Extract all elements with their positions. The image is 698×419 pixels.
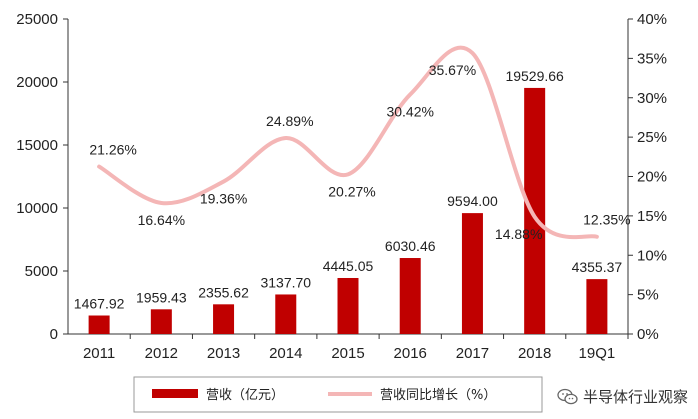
legend-bar-swatch [152,389,198,398]
right-axis-tick-label: 35% [637,50,667,67]
legend-line-label: 营收同比增长（%） [380,388,496,403]
left-axis-tick-label: 5000 [25,263,58,280]
right-axis-tick-label: 25% [637,129,667,146]
watermark-text: 半导体行业观察 [582,388,688,406]
bar-value-label: 6030.46 [385,238,436,254]
right-axis-tick-label: 40% [637,11,667,28]
growth-value-label: 24.89% [266,113,313,129]
x-axis-tick-label: 2013 [207,345,240,362]
growth-value-label: 16.64% [138,212,185,228]
bar-value-label: 19529.66 [505,68,564,84]
right-axis-tick-label: 20% [637,169,667,186]
growth-value-label: 30.42% [386,103,433,119]
bar-2016 [399,258,421,334]
growth-value-label: 19.36% [200,191,247,207]
growth-value-label: 21.26% [89,142,136,158]
bar-value-label: 2355.62 [198,284,249,300]
bar-series [88,87,608,334]
growth-line-series [97,45,599,240]
bar-19Q1 [586,279,608,334]
bar-value-label: 1467.92 [74,296,125,312]
legend-bar-label: 营收（亿元） [206,388,284,403]
growth-value-label: 14.88% [495,226,542,242]
left-axis-tick-label: 20000 [16,74,58,91]
bar-2011 [88,315,110,334]
x-axis-tick-label: 2018 [518,345,551,362]
x-axis-tick-label: 2012 [145,345,178,362]
growth-value-label: 20.27% [328,183,375,199]
bar-2014 [275,294,297,334]
legend: 营收（亿元） 营收同比增长（%） [133,376,543,413]
x-axis-tick-label: 2011 [83,345,115,362]
right-axis-tick-label: 0% [637,326,659,343]
wechat-icon [557,388,578,404]
x-axis-tick-label: 2015 [331,345,364,362]
bar-value-label: 4445.05 [323,258,374,274]
bar-2012 [150,309,172,334]
right-axis-tick-label: 15% [637,208,667,225]
left-axis-tick-label: 0 [50,326,58,343]
data-labels: 1467.92 1959.43 2355.62 3137.70 4445.05 6030.… [74,62,631,311]
left-axis-tick-label: 25000 [16,11,58,28]
bar-value-label: 1959.43 [136,289,187,305]
left-axis-tick-label: 15000 [16,137,58,154]
x-axis-tick-label: 2017 [456,345,489,362]
right-axis-tick-label: 10% [637,247,667,264]
x-axis-tick-label: 2016 [394,345,427,362]
bar-2013 [213,304,235,334]
bar-2018 [524,87,546,334]
right-axis: 0% 5% 10% 15% 20% 25% 30% 35% 40% [627,11,667,343]
bar-value-label: 4355.37 [572,259,623,275]
left-axis-tick-label: 10000 [16,200,58,217]
x-axis: 2011 2012 2013 2014 2015 2016 2017 2018 19Q1 [68,333,629,362]
x-axis-tick-label: 19Q1 [579,345,616,362]
growth-value-label: 12.35% [583,212,630,228]
bar-2015 [337,277,359,334]
right-axis-tick-label: 30% [637,90,667,107]
growth-line [97,45,599,240]
x-axis-tick-label: 2014 [269,345,302,362]
bar-2017 [461,213,483,334]
left-axis: 0 5000 10000 15000 20000 25000 [16,11,69,343]
bar-value-label: 9594.00 [447,193,498,209]
legend-box [133,376,543,413]
bar-value-label: 3137.70 [260,274,311,290]
growth-value-label: 35.67% [429,62,476,78]
right-axis-tick-label: 5% [637,287,659,304]
watermark: 半导体行业观察 [557,386,688,407]
